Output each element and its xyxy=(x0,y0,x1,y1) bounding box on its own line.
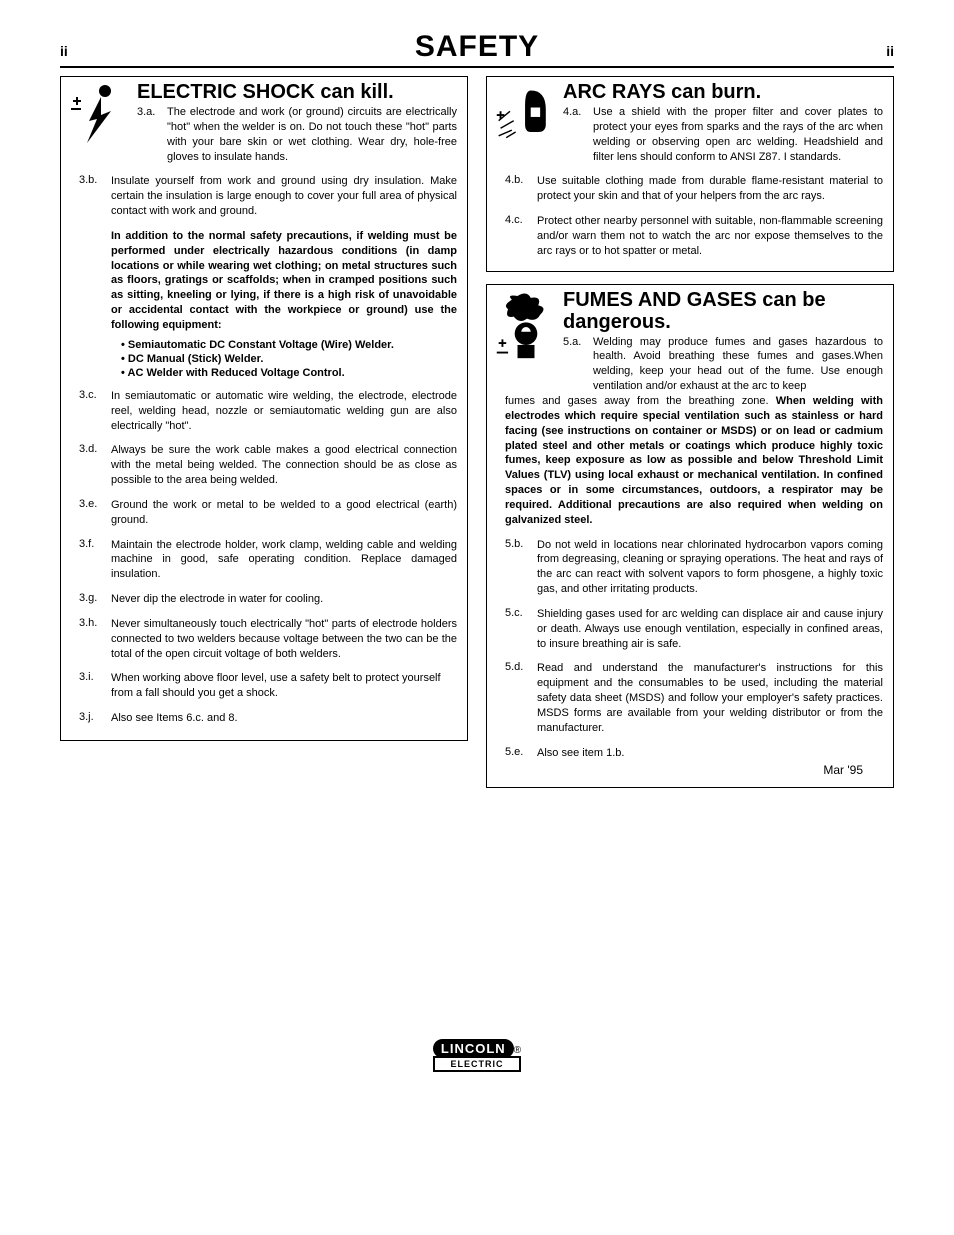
arc-rays-heading: ARC RAYS can burn. xyxy=(563,81,883,103)
date-line: Mar '95 xyxy=(487,761,893,783)
continuation-bold: When welding with electrodes which requi… xyxy=(505,395,883,526)
list-item: 5.d. Read and understand the manufacturer… xyxy=(487,661,893,735)
item-number: 3.g. xyxy=(79,592,103,607)
item-text: Use a shield with the proper filter and … xyxy=(593,105,883,164)
content-columns: ELECTRIC SHOCK can kill. 3.a. The electr… xyxy=(60,76,894,800)
item-number: 3.b. xyxy=(79,174,103,219)
list-item: 3.g. Never dip the electrode in water for… xyxy=(61,592,467,607)
continuation-pre: fumes and gases away from the breathing … xyxy=(505,395,776,407)
item-text: Shielding gases used for arc welding can… xyxy=(537,607,883,652)
item-text: Always be sure the work cable makes a go… xyxy=(111,443,457,488)
item-number: 3.a. xyxy=(137,105,161,164)
item-number: 3.f. xyxy=(79,538,103,583)
list-item: 5.b. Do not weld in locations near chlori… xyxy=(487,538,893,597)
list-item: 3.b. Insulate yourself from work and gro… xyxy=(61,174,467,219)
item-text: Read and understand the manufacturer's i… xyxy=(537,661,883,735)
list-item: 3.i. When working above floor level, use … xyxy=(61,671,467,701)
fumes-continuation: fumes and gases away from the breathing … xyxy=(487,394,893,528)
list-item: 3.c. In semiautomatic or automatic wire w… xyxy=(61,389,467,434)
item-number: 3.h. xyxy=(79,617,103,662)
item-text: Use suitable clothing made from durable … xyxy=(537,174,883,204)
item-number: 5.c. xyxy=(505,607,529,652)
list-item: In addition to the normal safety precaut… xyxy=(61,229,467,333)
item-text: Also see Items 6.c. and 8. xyxy=(111,711,457,726)
item-text: When working above floor level, use a sa… xyxy=(111,671,457,701)
logo-bottom: ELECTRIC xyxy=(433,1056,521,1072)
list-item: 5.c. Shielding gases used for arc welding… xyxy=(487,607,893,652)
item-number: 5.a. xyxy=(563,335,587,394)
left-column: ELECTRIC SHOCK can kill. 3.a. The electr… xyxy=(60,76,468,800)
list-item: 4.c. Protect other nearby personnel with … xyxy=(487,214,893,259)
item-text: Never simultaneously touch electrically … xyxy=(111,617,457,662)
list-item: 5.e. Also see item 1.b. xyxy=(487,746,893,761)
list-item: 3.e. Ground the work or metal to be welde… xyxy=(61,498,467,528)
electric-shock-section: ELECTRIC SHOCK can kill. 3.a. The electr… xyxy=(60,76,468,741)
item-number: 5.d. xyxy=(505,661,529,735)
arc-rays-icon xyxy=(493,81,563,151)
item-text: Also see item 1.b. xyxy=(537,746,883,761)
item-text: Maintain the electrode holder, work clam… xyxy=(111,538,457,583)
item-text: Protect other nearby personnel with suit… xyxy=(537,214,883,259)
sublist-item: • Semiautomatic DC Constant Voltage (Wir… xyxy=(121,339,467,351)
item-text: Insulate yourself from work and ground u… xyxy=(111,174,457,219)
page-header: ii SAFETY ii xyxy=(60,30,894,68)
item-number: 3.d. xyxy=(79,443,103,488)
item-number: 4.c. xyxy=(505,214,529,259)
item-number: 5.b. xyxy=(505,538,529,597)
item-number: 4.a. xyxy=(563,105,587,164)
item-text-bold: In addition to the normal safety precaut… xyxy=(111,229,457,333)
fumes-section: FUMES AND GASES can be dangerous. 5.a. W… xyxy=(486,284,894,788)
item-text: Do not weld in locations near chlorinate… xyxy=(537,538,883,597)
fumes-icon xyxy=(493,289,563,367)
page-title: SAFETY xyxy=(415,30,539,64)
fumes-heading: FUMES AND GASES can be dangerous. xyxy=(563,289,883,333)
item-text: Ground the work or metal to be welded to… xyxy=(111,498,457,528)
equipment-sublist: • Semiautomatic DC Constant Voltage (Wir… xyxy=(61,339,467,379)
right-column: ARC RAYS can burn. 4.a. Use a shield wit… xyxy=(486,76,894,800)
list-item: 3.f. Maintain the electrode holder, work … xyxy=(61,538,467,583)
shock-icon xyxy=(67,81,137,151)
list-item: 4.b. Use suitable clothing made from dura… xyxy=(487,174,893,204)
item-number: 3.c. xyxy=(79,389,103,434)
item-number xyxy=(79,229,103,333)
item-text: In semiautomatic or automatic wire weldi… xyxy=(111,389,457,434)
footer-logo: LINCOLN® ELECTRIC xyxy=(60,1040,894,1072)
list-item: 3.h. Never simultaneously touch electrica… xyxy=(61,617,467,662)
sublist-item: • AC Welder with Reduced Voltage Control… xyxy=(121,367,467,379)
list-item: 3.j. Also see Items 6.c. and 8. xyxy=(61,711,467,726)
page-number-left: ii xyxy=(60,43,68,59)
item-number: 3.e. xyxy=(79,498,103,528)
arc-rays-section: ARC RAYS can burn. 4.a. Use a shield wit… xyxy=(486,76,894,272)
electric-shock-heading: ELECTRIC SHOCK can kill. xyxy=(137,81,457,103)
item-text: Welding may produce fumes and gases haza… xyxy=(593,335,883,394)
item-number: 3.i. xyxy=(79,671,103,701)
item-text: The electrode and work (or ground) circu… xyxy=(167,105,457,164)
item-text: Never dip the electrode in water for coo… xyxy=(111,592,457,607)
page-number-right: ii xyxy=(886,43,894,59)
list-item: 3.d. Always be sure the work cable makes … xyxy=(61,443,467,488)
item-number: 4.b. xyxy=(505,174,529,204)
logo-top: LINCOLN xyxy=(433,1039,514,1058)
item-number: 5.e. xyxy=(505,746,529,761)
sublist-item: • DC Manual (Stick) Welder. xyxy=(121,353,467,365)
item-number: 3.j. xyxy=(79,711,103,726)
